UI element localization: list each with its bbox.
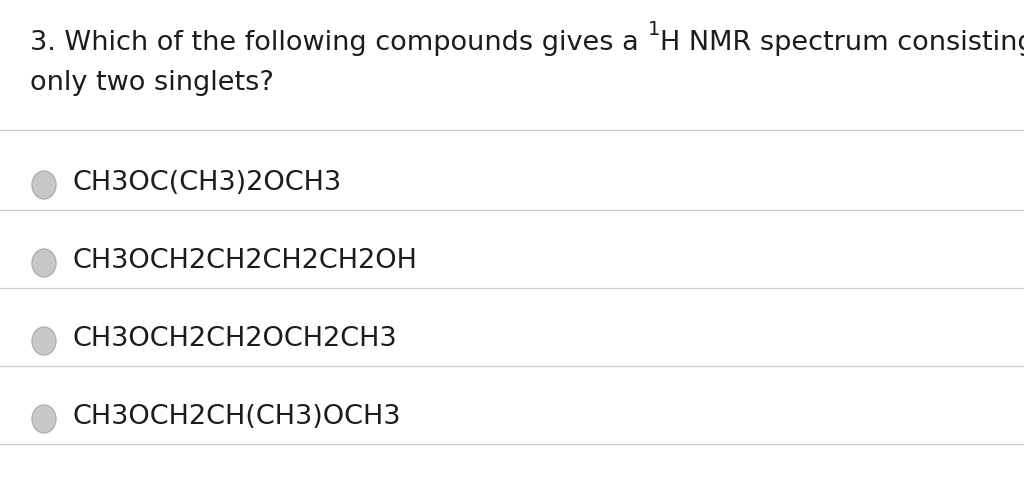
Text: 1: 1: [647, 20, 659, 39]
Ellipse shape: [32, 405, 56, 433]
Text: CH3OC(CH3)2OCH3: CH3OC(CH3)2OCH3: [72, 170, 341, 196]
Text: 3. Which of the following compounds gives a: 3. Which of the following compounds give…: [30, 30, 647, 56]
Ellipse shape: [32, 327, 56, 355]
Text: only two singlets?: only two singlets?: [30, 70, 273, 96]
Ellipse shape: [32, 171, 56, 199]
Text: H NMR spectrum consisting of: H NMR spectrum consisting of: [659, 30, 1024, 56]
Text: CH3OCH2CH2CH2CH2OH: CH3OCH2CH2CH2CH2OH: [72, 248, 417, 274]
Text: CH3OCH2CH(CH3)OCH3: CH3OCH2CH(CH3)OCH3: [72, 404, 400, 430]
Text: CH3OCH2CH2OCH2CH3: CH3OCH2CH2OCH2CH3: [72, 326, 396, 352]
Ellipse shape: [32, 249, 56, 277]
